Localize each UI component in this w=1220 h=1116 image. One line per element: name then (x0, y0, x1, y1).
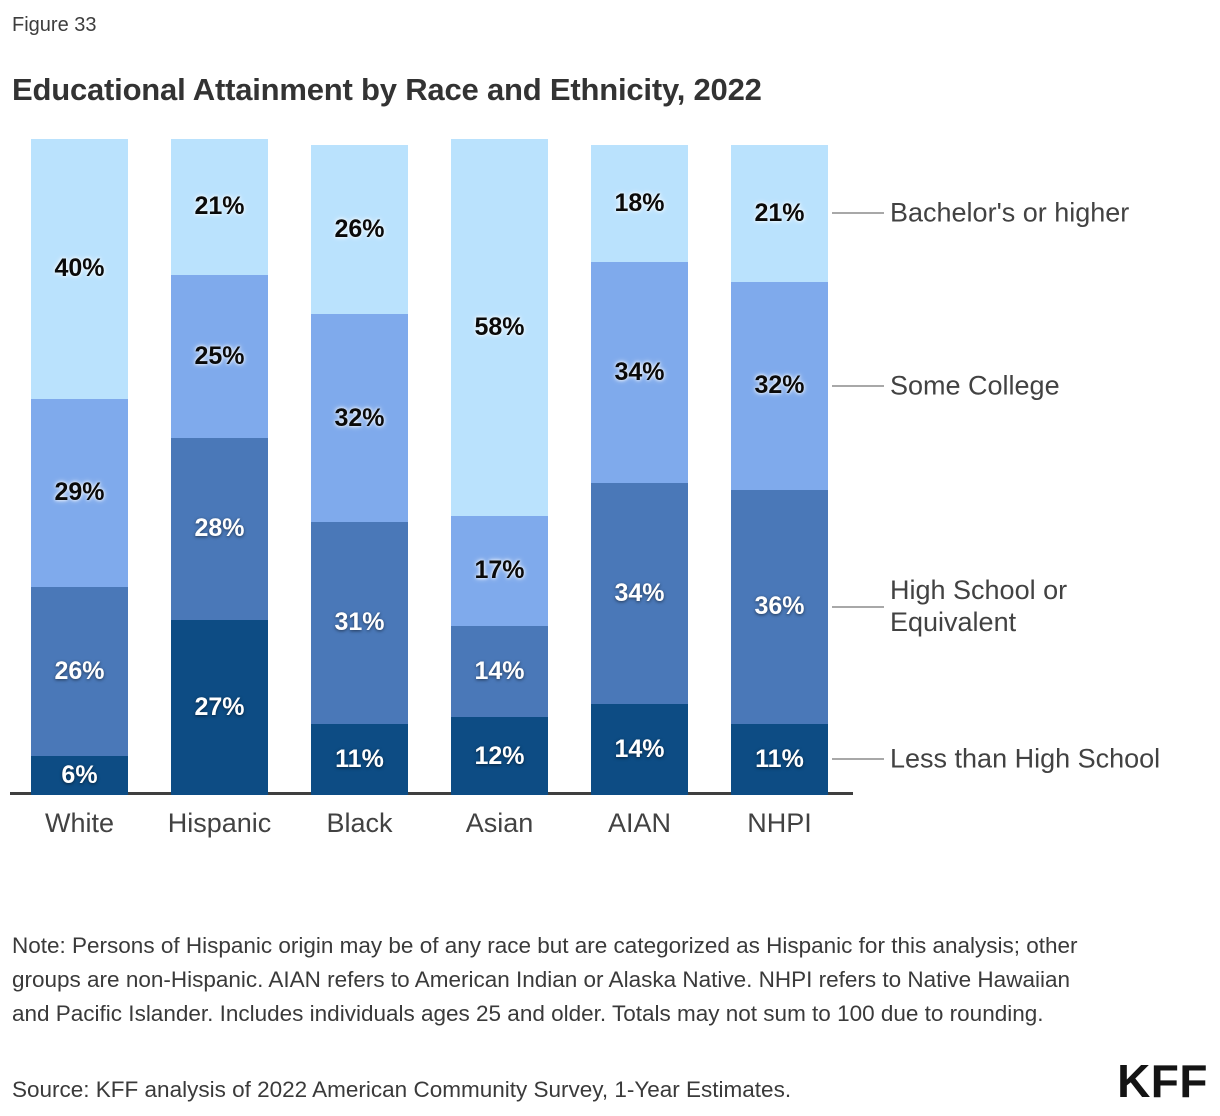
segment-value-label: 21% (194, 192, 245, 221)
legend-leader-line (832, 384, 884, 387)
x-axis-line (10, 792, 853, 795)
chart-title: Educational Attainment by Race and Ethni… (12, 72, 762, 107)
segment-value-label: 12% (474, 741, 525, 770)
bar-segment-high-school-or-equivalent: 28% (171, 437, 268, 620)
segment-value-label: 17% (474, 556, 525, 585)
bar-segment-high-school-or-equivalent: 26% (31, 587, 128, 756)
x-axis-label-black: Black (326, 808, 393, 838)
segment-value-label: 14% (474, 657, 525, 685)
bar-segment-bachelor-s-or-higher: 26% (311, 145, 408, 314)
legend-label-high-school-or-equivalent: High School or Equivalent (890, 574, 1068, 638)
bar-segment-bachelor-s-or-higher: 18% (591, 145, 688, 262)
bar-segment-bachelor-s-or-higher: 40% (31, 138, 128, 399)
bar-segment-less-than-high-school: 14% (591, 704, 688, 795)
segment-value-label: 26% (54, 657, 105, 685)
bar-segment-some-college: 32% (731, 281, 828, 490)
segment-value-label: 11% (335, 744, 384, 773)
segment-value-label: 31% (334, 608, 385, 637)
segment-value-label: 40% (54, 254, 105, 282)
bar-segment-bachelor-s-or-higher: 58% (451, 138, 548, 516)
bar-segment-some-college: 29% (31, 398, 128, 587)
bar-segment-high-school-or-equivalent: 34% (591, 483, 688, 704)
segment-value-label: 58% (474, 312, 525, 341)
segment-value-label: 11% (755, 744, 804, 773)
segment-value-label: 36% (754, 592, 805, 620)
x-axis-label-aian: AIAN (607, 808, 672, 838)
segment-value-label: 32% (334, 403, 385, 432)
legend-leader-line (832, 758, 884, 761)
segment-value-label: 32% (754, 371, 805, 399)
segment-value-label: 25% (194, 341, 245, 370)
bar-segment-less-than-high-school: 12% (451, 717, 548, 795)
bar-segment-bachelor-s-or-higher: 21% (731, 145, 828, 282)
segment-value-label: 14% (614, 735, 665, 763)
bar-segment-less-than-high-school: 27% (171, 619, 268, 795)
x-axis-label-asian: Asian (465, 808, 534, 838)
bar-segment-some-college: 17% (451, 515, 548, 626)
bar-segment-high-school-or-equivalent: 36% (731, 489, 828, 724)
segment-value-label: 29% (54, 478, 105, 507)
x-axis-label-hispanic: Hispanic (167, 808, 272, 838)
bar-segment-high-school-or-equivalent: 14% (451, 626, 548, 717)
bar-segment-less-than-high-school: 6% (31, 756, 128, 795)
bar-segment-bachelor-s-or-higher: 21% (171, 138, 268, 275)
bar-segment-less-than-high-school: 11% (311, 723, 408, 795)
segment-value-label: 18% (614, 189, 665, 217)
segment-value-label: 34% (614, 358, 665, 386)
legend-label-less-than-high-school: Less than High School (890, 743, 1161, 774)
legend-leader-line (832, 605, 884, 608)
kff-logo: KFF (1117, 1055, 1208, 1107)
segment-value-label: 26% (334, 215, 385, 243)
legend-label-some-college: Some College (890, 370, 1060, 401)
bar-segment-some-college: 25% (171, 275, 268, 438)
x-axis-label-nhpi: NHPI (747, 808, 812, 838)
segment-value-label: 34% (614, 579, 665, 607)
bar-segment-less-than-high-school: 11% (731, 723, 828, 795)
legend-leader-line (832, 212, 884, 215)
legend-label-bachelor-s-or-higher: Bachelor's or higher (890, 197, 1130, 228)
segment-value-label: 21% (754, 198, 805, 227)
segment-value-label: 6% (61, 761, 98, 789)
bar-segment-high-school-or-equivalent: 31% (311, 522, 408, 724)
bar-segment-some-college: 34% (591, 262, 688, 483)
source-text: Source: KFF analysis of 2022 American Co… (12, 1077, 792, 1102)
segment-value-label: 28% (194, 514, 245, 542)
segment-value-label: 27% (194, 692, 245, 721)
bar-segment-some-college: 32% (311, 314, 408, 522)
x-axis-label-white: White (44, 808, 115, 838)
note-text: Note: Persons of Hispanic origin may be … (12, 933, 1078, 1026)
figure-label: Figure 33 (12, 14, 97, 36)
